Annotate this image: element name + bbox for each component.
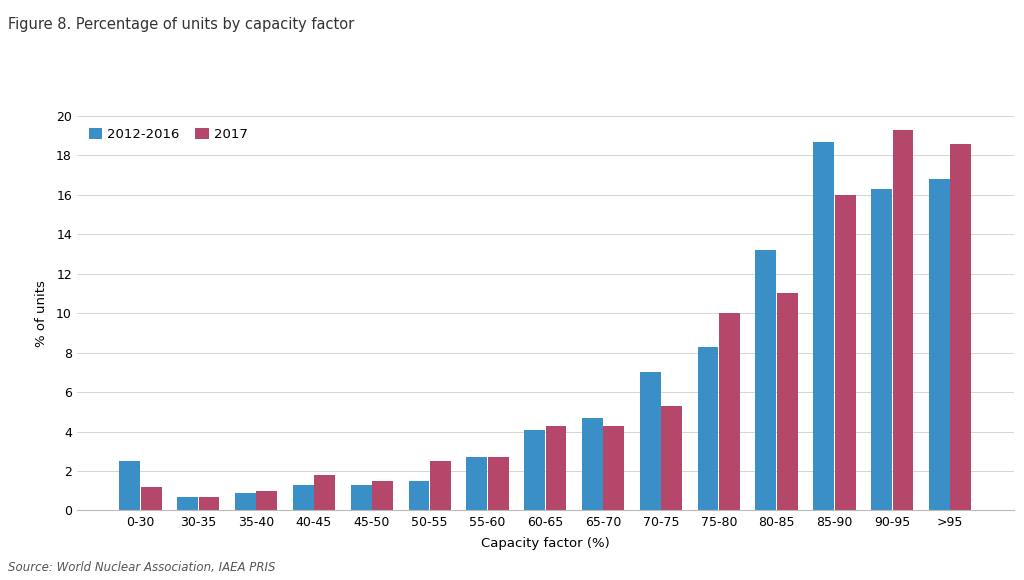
Bar <box>813 142 835 510</box>
Bar <box>430 461 451 510</box>
Bar <box>719 313 740 510</box>
Bar <box>524 430 545 510</box>
Bar <box>177 496 198 510</box>
Bar <box>756 250 776 510</box>
Bar <box>466 457 487 510</box>
Bar <box>662 406 682 510</box>
Bar <box>697 347 719 510</box>
Bar <box>835 195 855 510</box>
Bar <box>372 481 393 510</box>
Text: Figure 8. Percentage of units by capacity factor: Figure 8. Percentage of units by capacit… <box>8 17 354 32</box>
Bar <box>350 485 372 510</box>
Bar <box>929 179 950 510</box>
Bar <box>546 426 566 510</box>
Bar <box>236 492 256 510</box>
X-axis label: Capacity factor (%): Capacity factor (%) <box>481 537 609 550</box>
Bar <box>603 426 625 510</box>
Bar <box>893 130 913 510</box>
Bar <box>409 481 429 510</box>
Bar <box>871 189 892 510</box>
Bar <box>199 496 219 510</box>
Bar <box>140 487 162 510</box>
Bar <box>293 485 313 510</box>
Text: Source: World Nuclear Association, IAEA PRIS: Source: World Nuclear Association, IAEA … <box>8 561 275 574</box>
Y-axis label: % of units: % of units <box>35 280 48 347</box>
Bar <box>777 293 798 510</box>
Bar <box>582 418 603 510</box>
Bar <box>640 372 660 510</box>
Bar <box>950 144 971 510</box>
Bar <box>314 475 335 510</box>
Legend: 2012-2016, 2017: 2012-2016, 2017 <box>83 122 253 146</box>
Bar <box>256 491 278 510</box>
Bar <box>487 457 509 510</box>
Bar <box>120 461 140 510</box>
